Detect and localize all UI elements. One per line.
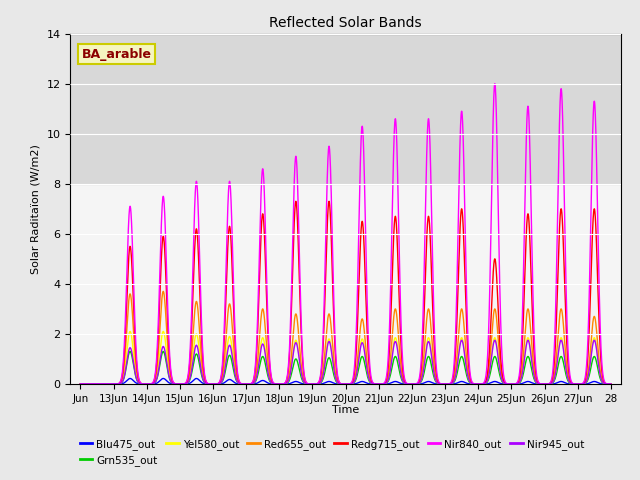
Bar: [70, 34, 621, 184]
Y-axis label: Solar Raditaïon (W/m2): Solar Raditaïon (W/m2): [31, 144, 41, 274]
Title: Reflected Solar Bands: Reflected Solar Bands: [269, 16, 422, 30]
Legend: Blu475_out, Grn535_out, Yel580_out, Red655_out, Redg715_out, Nir840_out, Nir945_: Blu475_out, Grn535_out, Yel580_out, Red6…: [76, 435, 588, 470]
Text: BA_arable: BA_arable: [81, 48, 152, 60]
X-axis label: Time: Time: [332, 405, 359, 415]
